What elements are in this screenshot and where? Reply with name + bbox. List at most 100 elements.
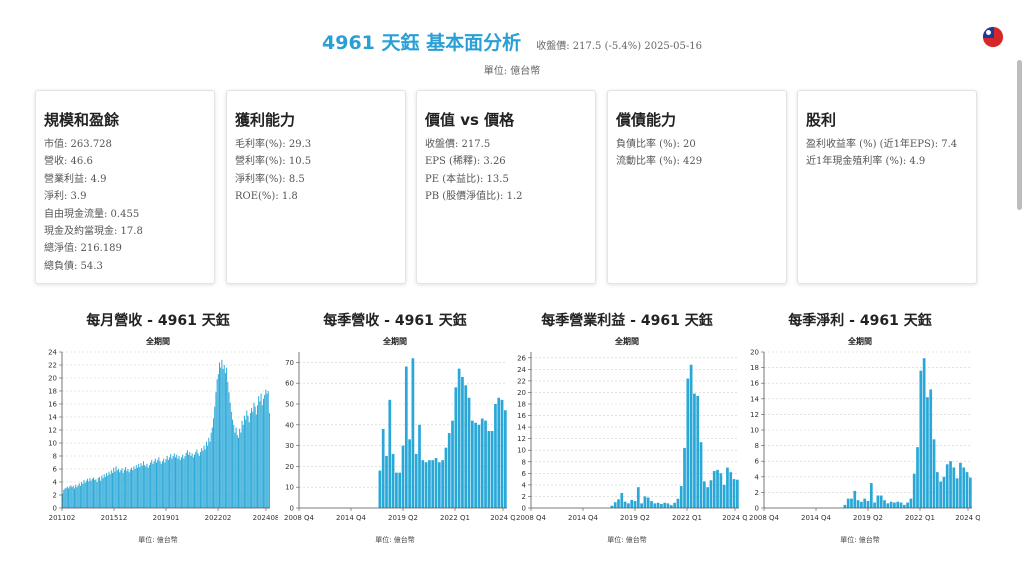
- chart-bar: [233, 424, 235, 508]
- y-tick-label: 6: [53, 466, 58, 474]
- taiwan-flag-icon[interactable]: [983, 27, 1003, 47]
- x-tick-label: 202408: [253, 514, 278, 522]
- card-scale-earnings: 規模和盈餘 市值: 263.728 營收: 46.6 營業利益: 4.9 淨利:…: [35, 90, 215, 284]
- chart-bar: [205, 441, 207, 508]
- y-tick-label: 14: [517, 424, 526, 432]
- card-row: 毛利率(%): 29.3: [235, 139, 312, 150]
- chart-bar: [107, 475, 109, 508]
- y-tick-label: 6: [522, 470, 527, 478]
- y-tick-label: 70: [285, 359, 294, 367]
- chart-bar: [101, 475, 103, 508]
- chart-bar: [160, 463, 162, 508]
- chart-bar: [693, 393, 696, 508]
- chart-bar: [63, 489, 65, 508]
- chart-bar: [411, 358, 415, 508]
- chart-bar: [265, 389, 267, 508]
- chart-bar: [223, 365, 225, 508]
- chart-bar: [916, 447, 919, 508]
- y-tick-label: 40: [285, 421, 294, 429]
- chart-bar: [735, 479, 739, 508]
- y-tick-label: 20: [285, 463, 294, 471]
- x-tick-label: 2022 Q1: [672, 514, 702, 522]
- chart-bar: [85, 480, 87, 508]
- chart-bar: [173, 453, 175, 508]
- chart-bar: [139, 467, 141, 508]
- chart-bar: [258, 396, 260, 508]
- chart-bar: [850, 498, 853, 508]
- card-row: 營收: 46.6: [44, 156, 93, 168]
- chart-bar: [876, 495, 880, 508]
- chart-bar: [467, 397, 471, 508]
- x-tick-label: 2024 Q: [490, 514, 515, 522]
- chart-bar: [617, 499, 620, 508]
- page-title: 4961 天鈺 基本面分析: [322, 32, 522, 54]
- chart-title: 每季淨利 - 4961 天鈺: [788, 313, 932, 329]
- chart-title: 每月營收 - 4961 天鈺: [86, 313, 230, 329]
- chart-bar: [240, 432, 242, 508]
- chart-bar: [500, 399, 504, 508]
- card-title: 獲利能力: [235, 111, 296, 129]
- chart-bar: [112, 472, 114, 508]
- y-tick-label: 0: [290, 505, 294, 513]
- chart-bar: [69, 486, 71, 508]
- chart-bar: [932, 439, 936, 508]
- chart-bar: [202, 450, 204, 508]
- chart-bar: [434, 458, 438, 508]
- chart-bar: [464, 385, 468, 508]
- card-row: 淨利率(%): 8.5: [235, 173, 305, 185]
- chart-bar: [96, 482, 98, 508]
- chart-subtitle: 全期間: [383, 337, 407, 346]
- chart-bar: [103, 474, 105, 508]
- chart-bar: [266, 393, 268, 508]
- chart-bar: [255, 414, 257, 508]
- y-tick-label: 0: [53, 505, 57, 513]
- chart-bar: [408, 439, 411, 508]
- chart-bar: [100, 480, 102, 508]
- chart-bar: [208, 437, 210, 508]
- chart-bar: [490, 431, 494, 508]
- chart-bar: [150, 462, 152, 508]
- y-tick-label: 2: [53, 492, 57, 500]
- y-tick-label: 4: [755, 473, 760, 481]
- chart-bar: [673, 502, 676, 508]
- chart-bar: [106, 472, 108, 508]
- chart-bar: [388, 399, 392, 508]
- chart-bar: [722, 484, 726, 508]
- chart-quarterly-operating-income: 每季營業利益 - 4961 天鈺 全期間 0 2 4 6 8 10 12 14 16 18 20 22…: [507, 310, 747, 550]
- chart-bar: [192, 457, 194, 508]
- chart-bar: [135, 465, 137, 508]
- chart-bar: [102, 478, 104, 508]
- x-tick-label: 2022 Q1: [905, 514, 935, 522]
- x-tick-label: 2019 Q2: [388, 514, 418, 522]
- chart-bar: [497, 397, 501, 508]
- chart-bar: [154, 458, 156, 508]
- y-tick-label: 24: [517, 366, 526, 374]
- chart-bar: [75, 484, 77, 508]
- chart-bar: [630, 499, 634, 508]
- chart-bar: [268, 413, 270, 508]
- chart-bar: [653, 503, 657, 508]
- chart-bar: [91, 478, 93, 508]
- chart-bar: [883, 500, 886, 508]
- chart-bar: [248, 422, 250, 508]
- chart-subtitle: 全期間: [146, 337, 170, 346]
- chart-title: 每季營業利益 - 4961 天鈺: [541, 313, 713, 329]
- chart-bar: [243, 415, 245, 508]
- chart-bar: [109, 474, 111, 508]
- chart-bar: [378, 470, 382, 508]
- chart-bar: [404, 366, 408, 508]
- x-tick-label: 2014 Q4: [801, 514, 832, 522]
- y-tick-label: 16: [48, 401, 57, 409]
- chart-bar: [729, 472, 733, 508]
- y-tick-label: 20: [750, 349, 759, 357]
- scrollbar[interactable]: [1017, 60, 1022, 210]
- chart-bar: [81, 482, 83, 508]
- y-tick-label: 14: [750, 395, 759, 403]
- chart-bar: [949, 461, 952, 508]
- chart-bar: [189, 452, 191, 508]
- chart-bar: [199, 452, 201, 508]
- chart-bar: [147, 467, 149, 508]
- chart-bar: [398, 472, 402, 508]
- chart-bar: [70, 485, 72, 508]
- chart-bar: [116, 470, 118, 508]
